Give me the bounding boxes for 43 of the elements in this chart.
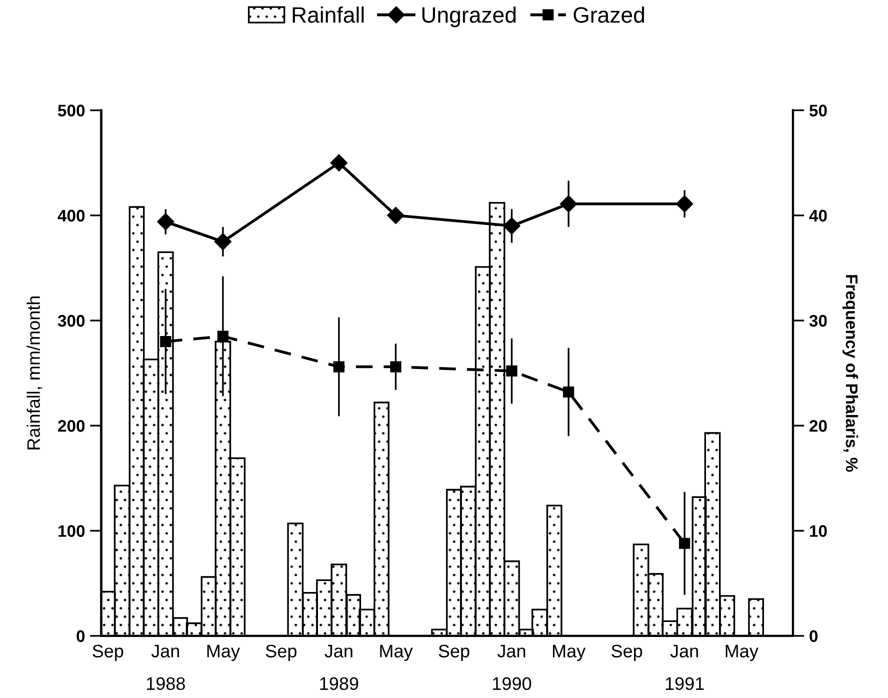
point xyxy=(387,206,404,224)
y2-tick-label: 30 xyxy=(809,314,827,327)
x-tick-label: Jan 1988 xyxy=(146,644,185,690)
y-tick-label: 500 xyxy=(58,104,85,116)
y2-tick-label: 50 xyxy=(809,104,827,116)
y-tick-label: 100 xyxy=(58,525,85,537)
x-tick-label: May xyxy=(207,644,240,662)
point xyxy=(217,330,228,342)
point xyxy=(506,365,518,377)
y2-tick-label: 20 xyxy=(810,420,827,432)
legend-label: Rainfall xyxy=(292,6,364,23)
point xyxy=(214,233,232,250)
x-tick-label: Jan 1990 xyxy=(493,644,532,690)
y-tick-label: 300 xyxy=(58,314,85,327)
point xyxy=(563,386,574,398)
x-tick-label: May xyxy=(726,644,758,662)
point xyxy=(503,217,520,234)
y-tick-label: 400 xyxy=(58,210,85,222)
x-tick-label: Sep xyxy=(266,644,296,662)
point xyxy=(157,213,174,230)
y2-axis-title: Frequency of Phalaris, % xyxy=(842,275,858,472)
point xyxy=(676,195,694,212)
point xyxy=(160,336,172,348)
y2-tick-label: 0 xyxy=(810,630,818,642)
x-tick-label: Sep xyxy=(438,644,470,662)
point xyxy=(330,154,348,172)
point xyxy=(333,361,344,372)
legend-label: Ungrazed xyxy=(422,6,516,28)
x-tick-label: May xyxy=(380,644,413,662)
y2-tick-label: 10 xyxy=(810,525,827,537)
x-tick-label: Sep xyxy=(92,644,124,662)
y-axis-title: Rainfall, mm/month xyxy=(26,296,42,450)
y-tick-label: 200 xyxy=(58,420,85,432)
y2-tick-label: 40 xyxy=(809,210,827,222)
legend-label: Grazed xyxy=(574,6,644,23)
x-tick-label: Sep xyxy=(612,644,642,662)
point xyxy=(390,361,402,372)
x-tick-label: Jan 1991 xyxy=(666,644,704,690)
point xyxy=(679,538,690,549)
x-tick-label: May xyxy=(552,644,586,662)
x-tick-label: Jan 1989 xyxy=(320,644,358,690)
point xyxy=(560,195,578,212)
y-tick-label: 0 xyxy=(76,630,85,642)
